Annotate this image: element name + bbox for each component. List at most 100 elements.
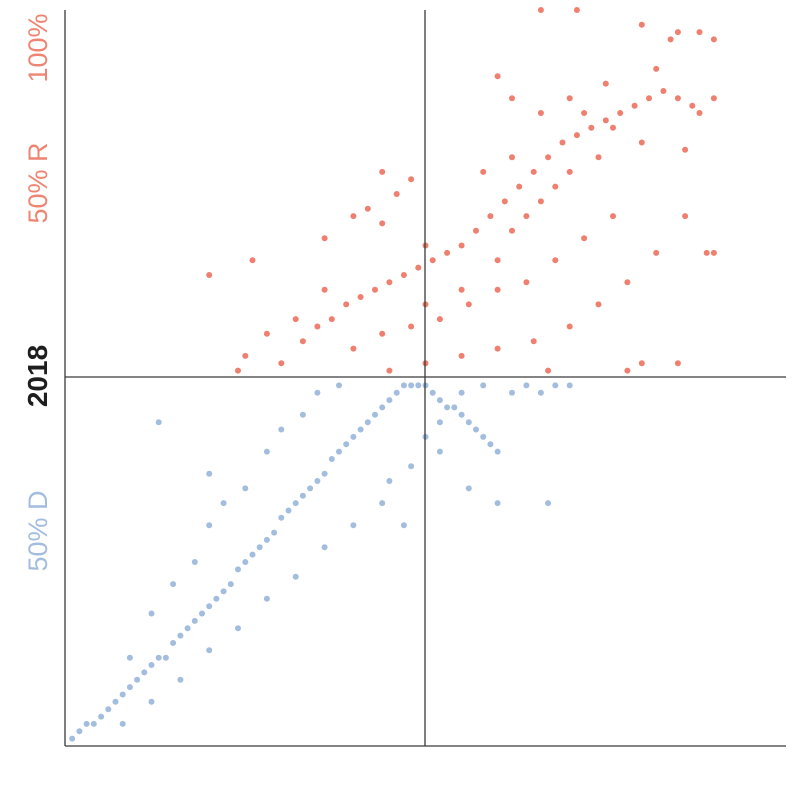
data-point (134, 676, 141, 683)
data-point (545, 154, 552, 161)
data-point (184, 625, 191, 632)
data-point (660, 88, 667, 94)
data-point (537, 7, 544, 13)
label-50-percent-r: 50% R (23, 142, 53, 223)
data-point (299, 492, 306, 499)
data-point (444, 404, 451, 411)
data-point (263, 595, 270, 602)
data-point (379, 404, 386, 411)
data-point (191, 617, 198, 624)
data-point (177, 632, 184, 639)
data-point (523, 213, 530, 220)
data-point (552, 183, 559, 190)
data-point (271, 529, 278, 536)
data-point (148, 698, 155, 705)
data-point (552, 382, 559, 389)
data-point (703, 249, 710, 256)
data-point (400, 272, 407, 278)
data-point (307, 485, 314, 492)
data-point (494, 286, 501, 293)
data-point (83, 720, 90, 727)
data-point (674, 95, 681, 102)
data-point (112, 698, 119, 705)
data-point (119, 691, 126, 698)
data-point (710, 249, 717, 256)
data-point (400, 382, 407, 389)
data-point (617, 110, 624, 116)
data-point (191, 559, 198, 565)
data-point (206, 647, 213, 654)
data-point (631, 102, 638, 109)
data-point (537, 110, 544, 116)
data-point (516, 183, 523, 190)
data-point (408, 463, 415, 470)
data-point (530, 338, 537, 345)
data-point (494, 257, 501, 264)
data-point (509, 154, 515, 161)
data-point (638, 21, 645, 28)
data-point (509, 227, 515, 234)
data-point (148, 662, 155, 668)
data-point (682, 213, 689, 220)
data-point (653, 249, 660, 256)
data-point (494, 500, 501, 507)
data-point (494, 73, 501, 80)
data-point (206, 603, 213, 610)
data-point (213, 595, 220, 602)
data-point (595, 154, 602, 161)
points-layer (69, 7, 717, 742)
data-point (487, 441, 494, 448)
data-point (69, 735, 76, 742)
data-point (386, 478, 393, 484)
data-point (177, 676, 184, 683)
data-point (480, 433, 487, 440)
data-point (220, 500, 227, 507)
data-point (126, 654, 133, 661)
data-point (545, 367, 552, 374)
data-point (638, 360, 645, 367)
data-point (530, 168, 537, 175)
data-point (573, 7, 580, 13)
data-point (458, 242, 465, 249)
data-point (624, 279, 631, 286)
data-point (336, 382, 342, 389)
data-point (408, 176, 415, 183)
data-point (429, 389, 436, 396)
data-point (263, 330, 270, 337)
data-point (436, 316, 443, 323)
data-point (105, 706, 112, 713)
data-point (674, 360, 681, 367)
data-point (458, 389, 465, 396)
data-point (379, 168, 386, 175)
data-point (689, 102, 696, 109)
data-point (602, 117, 609, 124)
data-point (624, 367, 631, 374)
data-point (487, 213, 494, 220)
data-point (148, 610, 155, 617)
data-point (545, 500, 552, 507)
data-point (559, 139, 566, 146)
label-year: 2018 (22, 345, 53, 407)
data-point (235, 625, 241, 632)
data-point (155, 419, 162, 426)
data-point (429, 257, 436, 264)
data-point (76, 728, 83, 735)
label-50-percent-d: 50% D (23, 490, 53, 571)
data-point (646, 95, 652, 102)
data-point (682, 146, 689, 153)
data-point (263, 448, 270, 455)
data-point (299, 338, 306, 345)
data-point (379, 330, 386, 337)
data-point (328, 316, 335, 323)
data-point (573, 132, 580, 139)
data-point (263, 536, 270, 543)
data-point (566, 382, 573, 389)
data-point (292, 500, 299, 507)
label-100-percent: 100% (23, 13, 53, 82)
data-point (336, 448, 342, 455)
data-point (242, 485, 249, 492)
data-point (696, 110, 703, 116)
data-point (595, 301, 602, 308)
data-point (509, 389, 515, 396)
data-point (314, 389, 321, 396)
